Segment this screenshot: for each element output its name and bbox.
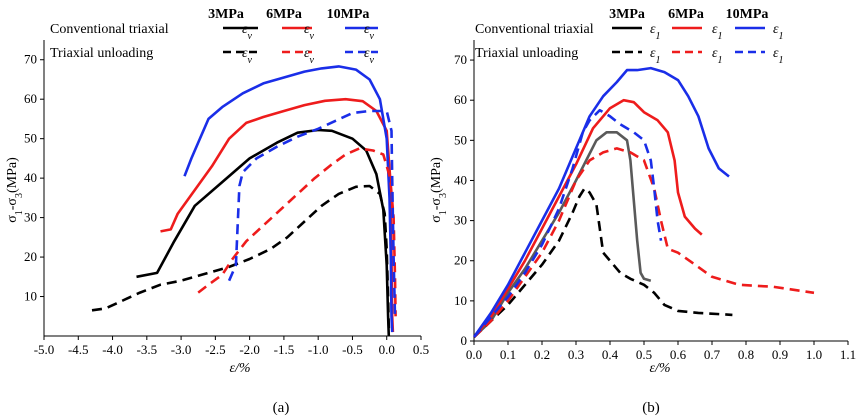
panel-label-a: (a) [273,400,290,416]
y-tick-label: 40 [454,172,467,187]
legend-symbol: ε1 [712,46,723,66]
header-6mpa-b: 6MPa [668,7,704,22]
x-tick-label: -1.0 [308,342,329,357]
x-tick-label: 0.6 [670,347,687,362]
x-tick-label: 1.1 [840,347,856,362]
legend-symbol: ε1 [650,22,661,42]
legend-group-label: Triaxial unloading [475,46,578,61]
figure-canvas: -5.0 -4.5 -4.0 -3.5 -3.0 -2.5 -2.0 -1.5 -1.0 -0.5… [0,0,858,418]
header-3mpa-b: 3MPa [609,7,645,22]
y-tick-label: 70 [24,52,37,67]
x-axis-label: ε/% [649,361,670,376]
legend-symbol: ε1 [773,22,784,42]
y-tick-label: 50 [454,132,467,147]
x-tick-label: 0.8 [738,347,754,362]
legend-group-label: Conventional triaxial [50,22,169,37]
y-tick-label: 20 [24,249,37,264]
legend-group-label: Triaxial unloading [50,46,153,61]
x-tick-label: -3.0 [171,342,192,357]
y-tick-label: 40 [24,170,37,185]
x-tick-label: -3.5 [137,342,158,357]
legend-symbol: εv [304,22,315,42]
y-tick-label: 10 [454,293,467,308]
series-line-10mpa-solid [185,66,393,332]
y-axis-label: σ1-σ3(MPa) [429,157,449,223]
x-tick-label: 0.1 [500,347,516,362]
x-tick-label: 0.4 [602,347,619,362]
x-tick-label: 0.5 [636,347,652,362]
legend-group-label: Conventional triaxial [475,22,594,37]
legend-symbol: ε1 [650,46,661,66]
header-10mpa-b: 10MPa [726,7,769,22]
y-axis-label: σ1-σ3(MPa) [5,157,25,223]
header-3mpa: 3MPa [208,7,244,22]
x-tick-label: -4.5 [68,342,89,357]
series-line-3mpa-dashed [92,186,389,328]
panel-label-b: (b) [642,400,660,416]
x-tick-label: -4.0 [102,342,123,357]
x-tick-label: 0.2 [534,347,550,362]
series-line-6mpa-dashed [198,149,395,317]
x-tick-label: 0.3 [568,347,584,362]
y-tick-label: 20 [454,253,467,268]
x-tick-label: 0.0 [379,342,395,357]
x-tick-label: -2.0 [239,342,260,357]
x-tick-label: 0.7 [704,347,721,362]
y-tick-label: 0 [461,333,468,348]
y-tick-label: 10 [24,289,37,304]
chart-b: 0.0 0.1 0.2 0.3 0.4 0.5 0.6 0.7 0.8 0.9 1.0 1.1 0 10 2… [429,22,856,376]
header-6mpa: 6MPa [266,7,302,22]
series-line-6mpa-dashed [474,148,814,337]
legend-symbol: εv [364,46,375,66]
y-tick-label: 60 [454,92,467,107]
header-10mpa: 10MPa [327,7,370,22]
y-tick-label: 30 [454,213,467,228]
x-tick-label: -0.5 [342,342,363,357]
legend-symbol: εv [242,22,253,42]
legend-symbol: ε1 [712,22,723,42]
x-tick-label: 0.0 [466,347,482,362]
series-line-6mpa-solid [161,99,393,332]
series-line-3mpa-solid [137,130,389,336]
x-tick-label: 1.0 [806,347,822,362]
x-tick-label: -1.5 [274,342,295,357]
y-tick-label: 70 [454,52,467,67]
y-tick-label: 30 [24,210,37,225]
y-tick-label: 50 [24,131,37,146]
x-tick-label: -2.5 [205,342,226,357]
legend-symbol: εv [242,46,253,66]
x-tick-label: 0.9 [772,347,788,362]
chart-a: -5.0 -4.5 -4.0 -3.5 -3.0 -2.5 -2.0 -1.5 -1.0 -0.5… [5,22,429,376]
legend-symbol: εv [304,46,315,66]
x-axis-label: ε/% [229,361,250,376]
legend-symbol: εv [364,22,375,42]
legend-symbol: ε1 [773,46,784,66]
y-tick-label: 60 [24,91,37,106]
x-tick-label: -5.0 [34,342,55,357]
x-tick-label: 0.5 [413,342,429,357]
